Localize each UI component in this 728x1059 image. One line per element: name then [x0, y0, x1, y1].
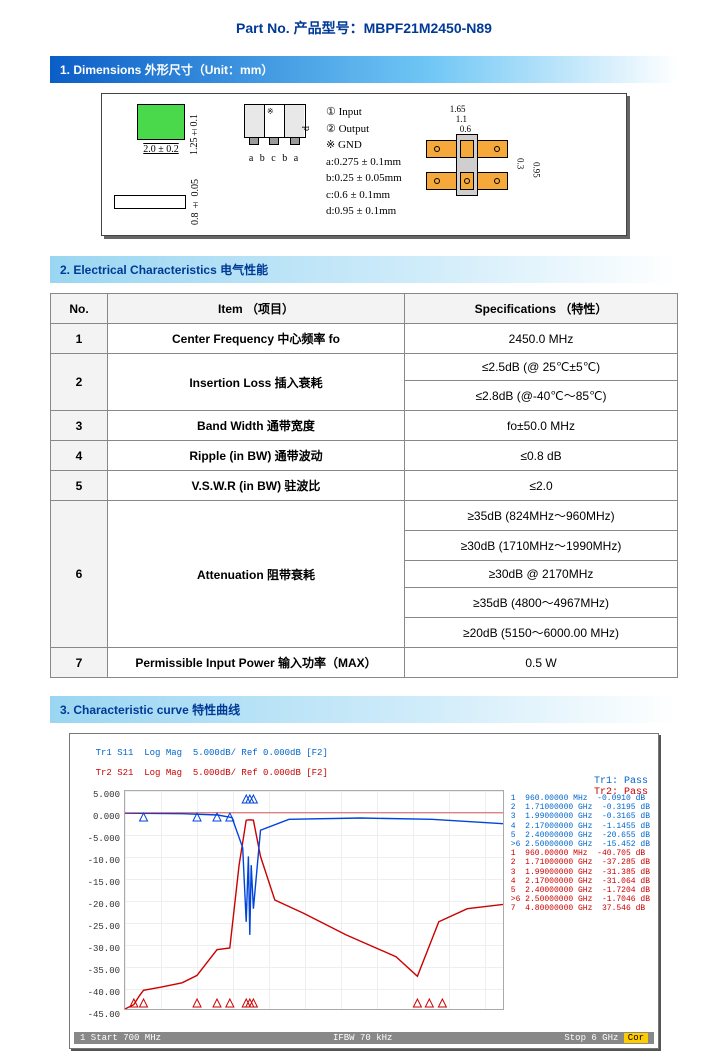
component-side-view: [114, 195, 186, 209]
table-row-item: Ripple (in BW) 通带波动: [108, 441, 405, 471]
table-row-no: 5: [51, 471, 108, 501]
pad-b: b:0.25 ± 0.05mm: [326, 170, 402, 187]
col-no: No.: [51, 294, 108, 324]
table-row-spec: 2450.0 MHz: [405, 324, 678, 354]
pcb-footprint: 1.65 1.1 0.6 0.95 0.3: [416, 104, 536, 224]
table-row-item: V.S.W.R (in BW) 驻波比: [108, 471, 405, 501]
table-row-item: Center Frequency 中心频率 fo: [108, 324, 405, 354]
footer-start: 1 Start 700 MHz: [80, 1033, 161, 1043]
table-row-spec: ≥30dB @ 2170MHz: [405, 561, 678, 588]
table-row-item: Insertion Loss 插入衰耗: [108, 354, 405, 411]
y-axis: 5.0000.000-5.000-10.00-15.00-20.00-25.00…: [74, 790, 120, 1032]
table-row-spec: ≤2.8dB (@-40℃～85℃): [405, 381, 678, 411]
col-item: Item （项目）: [108, 294, 405, 324]
table-row-item: Permissible Input Power 输入功率（MAX）: [108, 648, 405, 678]
electrical-table: No. Item （项目） Specifications （特性） 1Cente…: [50, 293, 678, 678]
pad-letters: a b c b a: [249, 153, 300, 164]
pad-d: d:0.95 ± 0.1mm: [326, 203, 402, 220]
table-row-no: 1: [51, 324, 108, 354]
table-row-spec: ≤0.8 dB: [405, 441, 678, 471]
legend-gnd: ※ GND: [326, 137, 402, 154]
dim-width: 1.25±0.1: [189, 114, 200, 155]
pad-a: a:0.275 ± 0.1mm: [326, 154, 402, 171]
footer-ifbw: IFBW 70 kHz: [333, 1033, 392, 1043]
table-row-no: 2: [51, 354, 108, 411]
table-row-item: Band Width 通带宽度: [108, 411, 405, 441]
table-row-no: 3: [51, 411, 108, 441]
table-row-no: 6: [51, 501, 108, 648]
marker-readout: 1 960.00000 MHz -0.0910 dB2 1.71000000 G…: [511, 794, 650, 913]
plot-area: [124, 790, 504, 1010]
component-top-view: [137, 104, 185, 140]
table-row-spec: 0.5 W: [405, 648, 678, 678]
table-row-no: 4: [51, 441, 108, 471]
col-spec: Specifications （特性）: [405, 294, 678, 324]
table-row-item: Attenuation 阻带衰耗: [108, 501, 405, 648]
table-row-spec: ≥30dB (1710MHz～1990MHz): [405, 531, 678, 561]
dim-height: 0.8 ± 0.05: [190, 179, 201, 225]
dimensions-diagram: 2.0 ± 0.2 1.25±0.1 0.8 ± 0.05 ※ a b c b …: [101, 93, 627, 236]
table-row-spec: ≥20dB (5150～6000.00 MHz): [405, 618, 678, 648]
section-dimensions-header: 1. Dimensions 外形尺寸（Unit：mm）: [50, 56, 678, 83]
curve-container: Tr1 S11 Log Mag 5.000dB/ Ref 0.000dB [F2…: [69, 733, 659, 1049]
pad-c: c:0.6 ± 0.1mm: [326, 187, 402, 204]
section-curve-header: 3. Characteristic curve 特性曲线: [50, 696, 678, 723]
component-bottom-view: ※: [244, 104, 306, 138]
table-row-spec: fo±50.0 MHz: [405, 411, 678, 441]
table-row-spec: ≤2.0: [405, 471, 678, 501]
pin-legend: ① Input ② Output ※ GND a:0.275 ± 0.1mm b…: [326, 104, 402, 220]
table-row-spec: ≥35dB (824MHz～960MHz): [405, 501, 678, 531]
table-row-spec: ≤2.5dB (@ 25℃±5℃): [405, 354, 678, 381]
footer-cor: Cor: [624, 1033, 648, 1043]
section-electrical-header: 2. Electrical Characteristics 电气性能: [50, 256, 678, 283]
curve-plot: Tr1: Pass Tr2: Pass 5.0000.000-5.000-10.…: [74, 790, 654, 1030]
table-row-spec: ≥35dB (4800～4967MHz): [405, 588, 678, 618]
table-row-no: 7: [51, 648, 108, 678]
footer-stop: Stop 6 GHz: [564, 1033, 618, 1043]
curve-footer: 1 Start 700 MHz IFBW 70 kHz Stop 6 GHz C…: [74, 1032, 654, 1044]
dim-length: 2.0 ± 0.2: [137, 144, 185, 155]
legend-input: ① Input: [326, 104, 402, 121]
curve-header: Tr1 S11 Log Mag 5.000dB/ Ref 0.000dB [F2…: [74, 738, 654, 788]
part-number: Part No. 产品型号：MBPF21M2450-N89: [50, 18, 678, 38]
legend-output: ② Output: [326, 121, 402, 138]
